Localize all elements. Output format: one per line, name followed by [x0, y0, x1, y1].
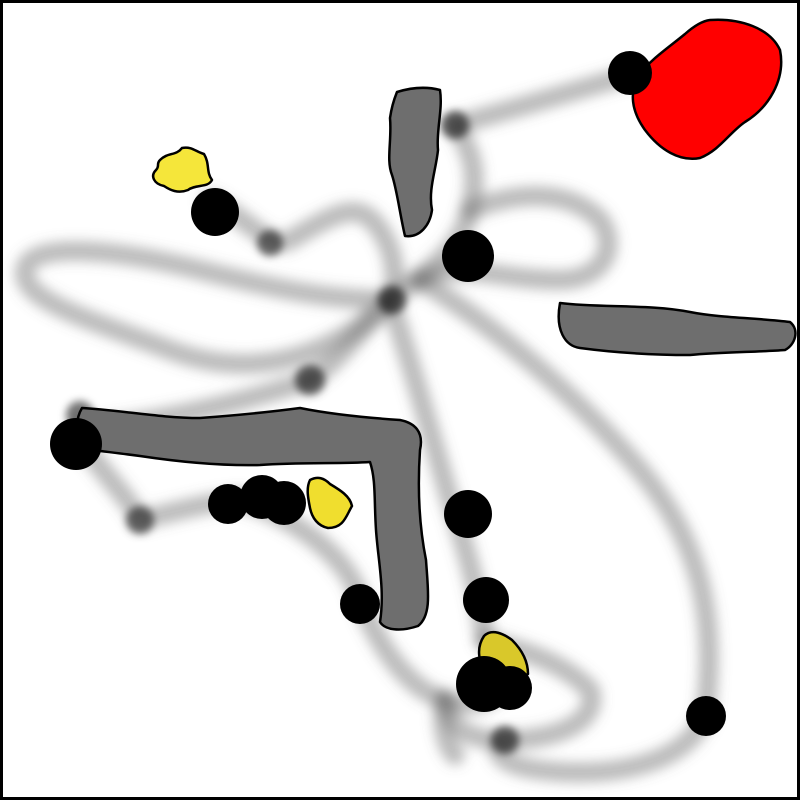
agent-dot [50, 418, 102, 470]
agent-dot [608, 51, 652, 95]
wall-l-shape [75, 406, 430, 631]
agent-dot [340, 584, 380, 624]
waypoint-dot [378, 286, 406, 314]
agents [50, 51, 726, 736]
goal-zone [631, 18, 783, 160]
agent-dot [208, 484, 248, 524]
waypoint-dot [441, 111, 469, 139]
agent-dot [442, 230, 494, 282]
trail-upper-left [200, 190, 405, 310]
trail-bottom-center [435, 630, 602, 750]
pickup-top-left [152, 146, 214, 193]
wall-vertical-top [388, 86, 442, 238]
pickup-middle [306, 476, 354, 530]
agent-dot [262, 481, 306, 525]
agent-dot [191, 188, 239, 236]
agent-dot [444, 490, 492, 538]
agent-dot [488, 666, 532, 710]
waypoint-dot [295, 365, 325, 395]
waypoint-dot [126, 506, 154, 534]
agent-dot [463, 577, 509, 623]
trail-bottom-right [488, 705, 715, 783]
trail-long-right [410, 270, 719, 725]
wall-horizontal-right [557, 301, 797, 357]
waypoint-dot [257, 230, 283, 256]
trail-loop-left [14, 241, 400, 374]
trail-top-right [445, 65, 640, 135]
walls [75, 86, 797, 631]
trail-bottom-tail [433, 690, 465, 765]
waypoint-dot [491, 726, 519, 754]
agent-dot [686, 696, 726, 736]
